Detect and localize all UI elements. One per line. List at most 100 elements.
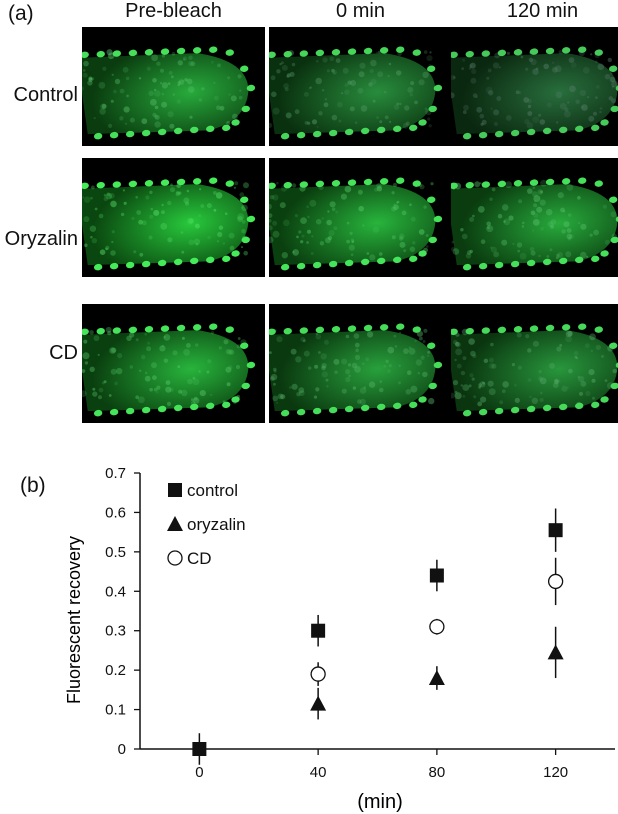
fluorescent-nucleus [82,328,89,336]
y-tick-label: 0.3 [105,623,126,640]
fluorescence-speckle [549,248,553,252]
fluorescence-speckle [461,67,465,70]
fluorescence-speckle [418,229,425,235]
fluorescence-speckle [309,86,312,89]
fluorescence-speckle [193,397,200,404]
fluorescence-speckle [452,380,459,386]
fluorescence-speckle [454,358,457,362]
fluorescence-speckle [91,77,95,81]
column-header-120-min: 120 min [506,0,579,22]
fluorescence-speckle [396,70,402,76]
fluorescence-speckle [84,243,88,248]
fluorescence-speckle [172,350,178,356]
fluorescence-speckle [192,378,200,386]
fluorescence-speckle [281,64,288,71]
fluorescence-speckle [501,239,508,246]
fluorescence-speckle [404,105,410,111]
fluorescence-speckle [88,76,93,81]
fluorescence-speckle [575,99,580,104]
row-label-oryzalin: Oryzalin [4,228,78,250]
fluorescence-speckle [292,251,295,254]
fluorescent-nucleus [412,49,421,56]
fluorescence-speckle [367,331,374,338]
fluorescent-nucleus [246,361,256,369]
fluorescence-speckle [461,233,468,240]
fluorescence-speckle [370,78,377,85]
fluorescence-speckle [488,388,496,396]
fluorescence-speckle [534,200,537,203]
fluorescent-nucleus [344,128,354,136]
fluorescence-speckle [490,246,497,253]
fluorescence-speckle [110,368,117,375]
fluorescence-speckle [129,365,133,369]
fluorescence-speckle [243,182,249,189]
fluorescence-speckle [360,105,368,112]
fluorescence-speckle [487,68,492,73]
fluorescence-speckle [114,381,118,386]
fluorescent-nucleus [608,65,618,73]
fluorescence-speckle [359,62,366,69]
fluorescence-speckle [237,74,242,79]
fluorescence-speckle [291,383,298,390]
micrograph-oryzalin-120-min [451,158,618,277]
fluorescence-speckle [493,251,499,258]
fluorescence-speckle [276,181,279,185]
fluorescence-speckle [239,89,242,92]
fluorescence-speckle [269,219,272,223]
fluorescence-speckle [82,196,85,199]
fluorescence-speckle [354,365,361,373]
fluorescence-speckle [306,205,309,208]
fluorescence-speckle [396,200,400,204]
fluorescence-speckle [565,330,573,338]
fluorescence-speckle [341,388,347,394]
fluorescence-speckle [403,249,407,253]
fluorescence-speckle [170,75,174,79]
fluorescence-speckle [481,119,487,125]
fluorescence-speckle [141,220,147,226]
fluorescence-speckle [269,195,275,200]
fluorescent-nucleus [418,250,427,257]
fluorescence-speckle [218,346,222,350]
fluorescence-speckle [269,203,272,210]
fluorescence-speckle [107,330,112,336]
fluorescence-speckle [579,391,583,396]
fluorescence-speckle [119,116,124,121]
fluorescence-speckle [177,365,181,368]
fluorescent-nucleus [82,182,89,190]
fluorescence-speckle [350,80,357,86]
fluorescence-speckle [193,238,201,245]
fluorescent-nucleus [206,256,215,264]
fluorescence-speckle [362,224,365,227]
fluorescence-speckle [480,122,484,126]
fluorescence-speckle [357,189,363,195]
fluorescence-speckle [198,98,202,102]
fluorescence-speckle [116,367,123,375]
fluorescent-nucleus [575,125,584,133]
fluorescence-speckle [414,339,417,343]
fluorescence-speckle [117,353,123,359]
fluorescent-nucleus [125,130,135,138]
fluorescent-nucleus [157,128,167,136]
fluorescence-speckle [610,72,613,75]
fluorescent-nucleus [315,49,325,57]
fluorescence-speckle [574,355,578,359]
fluorescence-speckle [233,186,236,189]
fluorescence-speckle [161,54,166,58]
fluorescent-nucleus [426,65,436,73]
fluorescence-speckle [109,347,116,354]
fluorescent-nucleus [494,407,504,415]
fluorescence-speckle [302,339,306,343]
fluorescence-speckle [308,87,312,90]
data-point-cd [429,619,445,635]
y-tick-label: 0.1 [105,702,126,719]
y-tick-label: 0 [118,741,126,758]
root-tip-tissue [269,53,436,135]
fluorescence-speckle [538,254,541,258]
micrograph-cd-0-min [269,304,452,423]
fluorescence-speckle [113,89,117,94]
fluorescence-speckle [187,378,193,385]
fluorescence-speckle [232,113,238,120]
fluorescent-nucleus [529,325,539,332]
fluorescence-speckle [277,393,284,400]
fluorescence-speckle [580,380,587,387]
